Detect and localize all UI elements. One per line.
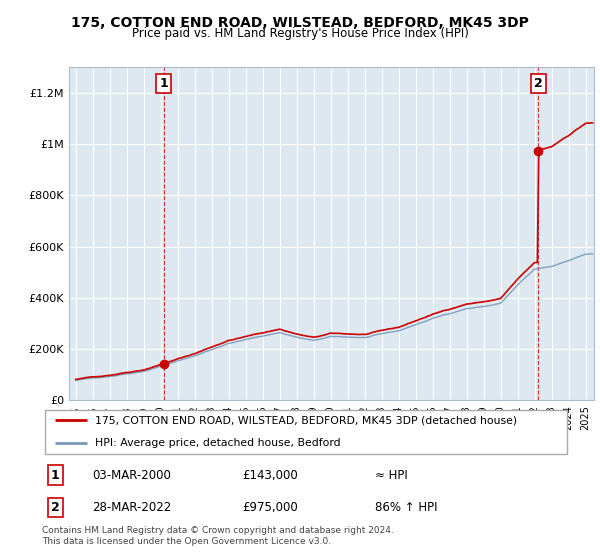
Text: 1: 1 (159, 77, 168, 90)
Text: £975,000: £975,000 (242, 501, 298, 514)
Text: 1: 1 (51, 469, 59, 482)
Text: Price paid vs. HM Land Registry's House Price Index (HPI): Price paid vs. HM Land Registry's House … (131, 27, 469, 40)
Text: 86% ↑ HPI: 86% ↑ HPI (374, 501, 437, 514)
Text: ≈ HPI: ≈ HPI (374, 469, 407, 482)
Text: 175, COTTON END ROAD, WILSTEAD, BEDFORD, MK45 3DP: 175, COTTON END ROAD, WILSTEAD, BEDFORD,… (71, 16, 529, 30)
Text: 28-MAR-2022: 28-MAR-2022 (92, 501, 172, 514)
Text: HPI: Average price, detached house, Bedford: HPI: Average price, detached house, Bedf… (95, 438, 340, 448)
Text: £143,000: £143,000 (242, 469, 298, 482)
Text: 2: 2 (534, 77, 543, 90)
FancyBboxPatch shape (44, 409, 568, 454)
Text: 2: 2 (51, 501, 59, 514)
Text: Contains HM Land Registry data © Crown copyright and database right 2024.
This d: Contains HM Land Registry data © Crown c… (42, 526, 394, 546)
Text: 175, COTTON END ROAD, WILSTEAD, BEDFORD, MK45 3DP (detached house): 175, COTTON END ROAD, WILSTEAD, BEDFORD,… (95, 416, 517, 426)
Text: 03-MAR-2000: 03-MAR-2000 (92, 469, 171, 482)
